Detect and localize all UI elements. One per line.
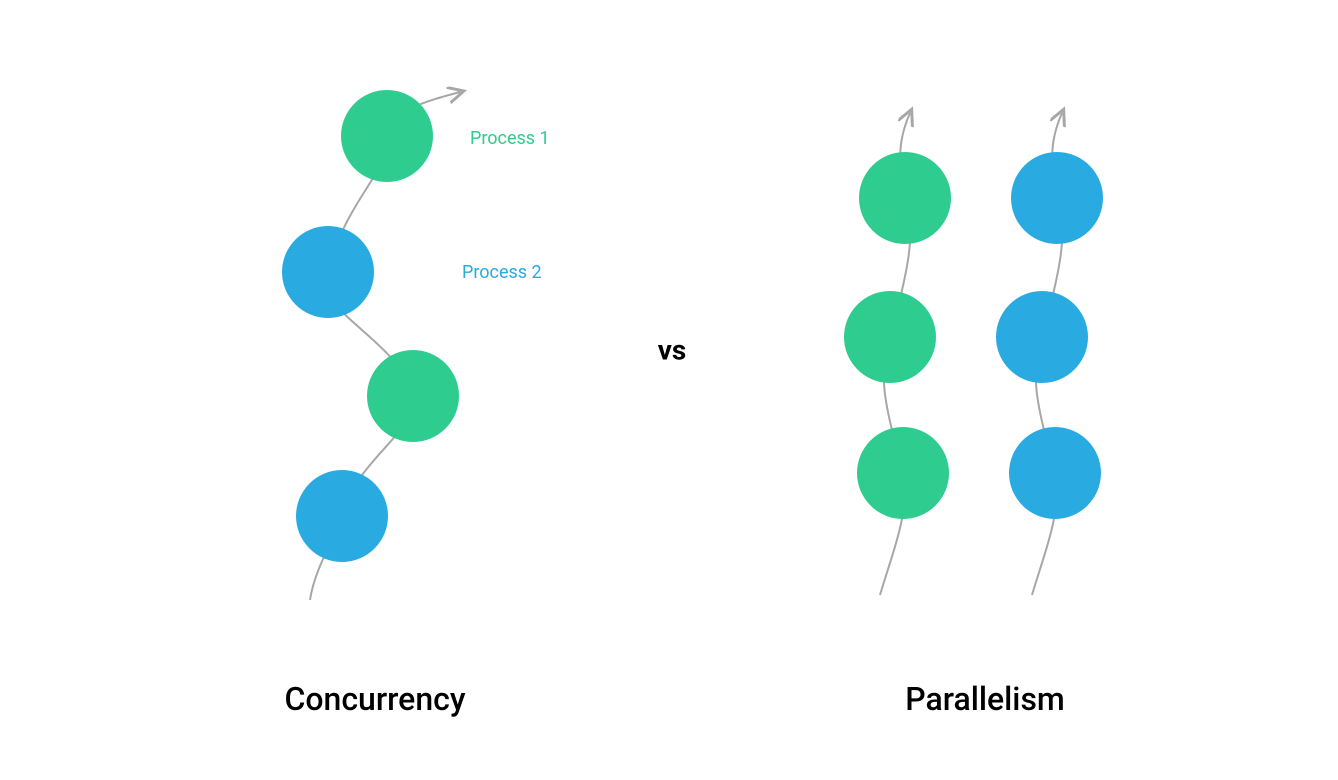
diagram-container: Process 1 Process 2 vs Concurrency Paral… [0,0,1338,780]
parallelism-node [1009,427,1101,519]
parallelism-node [857,427,949,519]
process-2-label: Process 2 [462,262,542,283]
concurrency-node [341,90,433,182]
parallelism-title: Parallelism [905,680,1065,718]
concurrency-title: Concurrency [284,680,465,718]
concurrency-node [367,350,459,442]
vs-label: vs [658,334,687,367]
parallelism-node [996,291,1088,383]
parallelism-node [1011,152,1103,244]
parallelism-node [844,291,936,383]
concurrency-node [282,226,374,318]
connector-paths [0,0,1338,780]
parallelism-node [859,152,951,244]
concurrency-node [296,470,388,562]
process-1-label: Process 1 [470,128,550,149]
